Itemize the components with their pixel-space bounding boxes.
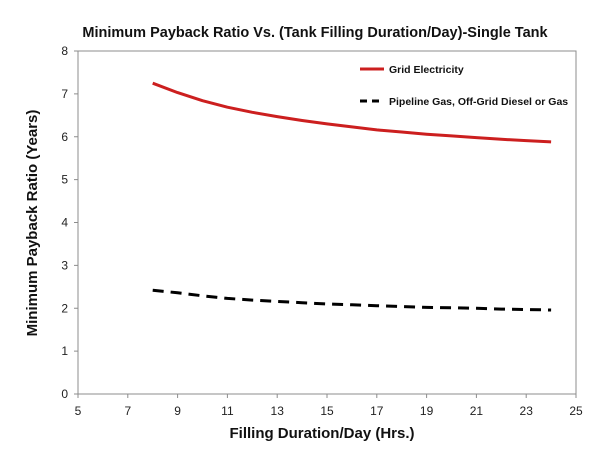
x-tick-label: 21 bbox=[470, 404, 484, 418]
x-tick-label: 13 bbox=[271, 404, 285, 418]
series-layer bbox=[152, 81, 552, 312]
x-tick-label: 15 bbox=[320, 404, 334, 418]
x-tick-label: 19 bbox=[420, 404, 434, 418]
y-tick-label: 5 bbox=[61, 173, 68, 187]
y-tick-label: 4 bbox=[61, 216, 68, 230]
y-tick-label: 1 bbox=[61, 344, 68, 358]
x-tick-label: 23 bbox=[520, 404, 534, 418]
series-line-1 bbox=[152, 81, 552, 144]
series-line-2 bbox=[152, 288, 552, 312]
y-axis: 0 1 2 3 4 5 6 7 8 bbox=[61, 44, 78, 401]
legend-label-1: Grid Electricity bbox=[389, 64, 464, 76]
x-tick-label: 25 bbox=[569, 404, 583, 418]
y-tick-label: 8 bbox=[61, 44, 68, 58]
x-tick-label: 5 bbox=[75, 404, 82, 418]
x-tick-label: 17 bbox=[370, 404, 384, 418]
y-axis-title: Minimum Payback Ratio (Years) bbox=[24, 110, 41, 337]
chart-title: Minimum Payback Ratio Vs. (Tank Filling … bbox=[82, 25, 548, 41]
legend: Grid Electricity Pipeline Gas, Off-Grid D… bbox=[360, 64, 568, 108]
y-tick-label: 3 bbox=[61, 258, 68, 272]
y-tick-label: 6 bbox=[61, 130, 68, 144]
y-tick-label: 2 bbox=[61, 301, 68, 315]
x-tick-label: 11 bbox=[221, 404, 234, 418]
x-tick-label: 7 bbox=[124, 404, 131, 418]
legend-label-2: Pipeline Gas, Off-Grid Diesel or Gas bbox=[389, 96, 568, 108]
y-tick-label: 7 bbox=[61, 87, 68, 101]
y-tick-label: 0 bbox=[61, 387, 68, 401]
x-axis-title: Filling Duration/Day (Hrs.) bbox=[229, 425, 414, 442]
x-tick-label: 9 bbox=[174, 404, 181, 418]
x-axis: 5 7 9 11 13 15 17 19 21 23 25 bbox=[75, 394, 583, 418]
